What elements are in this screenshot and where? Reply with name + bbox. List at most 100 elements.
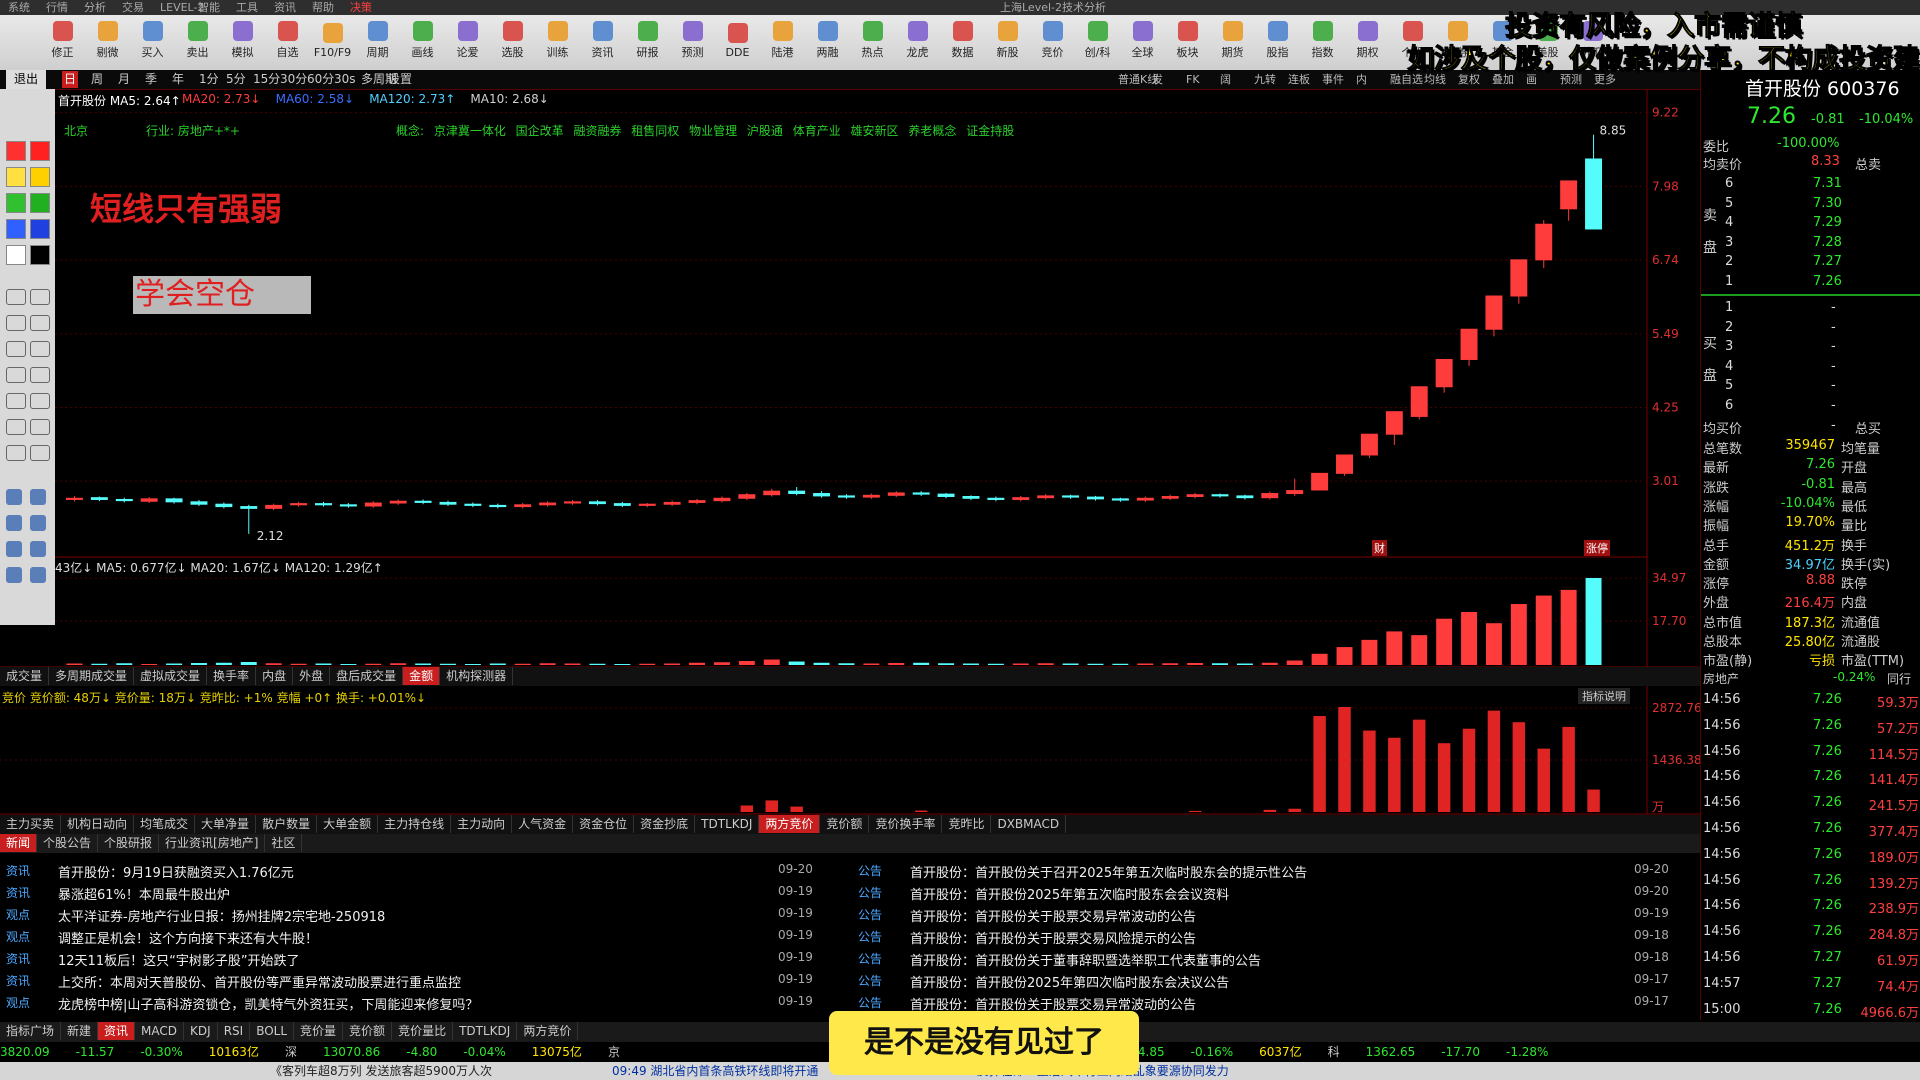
tab[interactable]: 竞价量比 <box>392 1022 454 1040</box>
tab[interactable]: 竞价量 <box>294 1022 344 1040</box>
sector-link[interactable]: 同行 <box>1887 672 1912 686</box>
menu-item[interactable]: 资讯 <box>274 1 296 14</box>
tab[interactable]: 指标广场 <box>0 1022 62 1040</box>
tab[interactable]: 个股公告 <box>37 834 99 852</box>
period-tab[interactable]: 日 <box>62 71 79 88</box>
header-option[interactable]: FK <box>1186 73 1200 86</box>
tool-button[interactable] <box>6 445 26 461</box>
color-swatch[interactable] <box>30 193 50 213</box>
menu-item[interactable]: 交易 <box>122 1 144 14</box>
tool-button[interactable] <box>30 541 46 557</box>
news-tag[interactable]: 资讯 <box>6 952 31 966</box>
indicator-help[interactable]: 指标说明 <box>1578 688 1630 704</box>
header-option[interactable]: 叠加 <box>1492 73 1514 86</box>
news-title[interactable]: 暴涨超61%！本周最牛股出炉 <box>58 888 230 903</box>
news-title[interactable]: 上交所：本周对天普股份、首开股份等严重异常波动股票进行重点监控 <box>58 976 462 991</box>
tool-button[interactable] <box>30 489 46 505</box>
tab[interactable]: 主力买卖 <box>0 815 62 833</box>
tab[interactable]: 资讯 <box>98 1022 136 1040</box>
toolbar-button[interactable]: 周期 <box>355 15 400 60</box>
status-news[interactable]: 09:49 湖北省内首条高铁环线即将开通 <box>612 1064 819 1078</box>
header-option[interactable]: 连板 <box>1288 73 1310 86</box>
period-tab[interactable]: 30s <box>334 72 356 86</box>
toolbar-button[interactable]: 热点 <box>850 15 895 60</box>
period-tab[interactable]: 年 <box>172 72 185 86</box>
tab[interactable]: 资金仓位 <box>573 815 635 833</box>
news-title[interactable]: 首开股份：首开股份2025年第四次临时股东会决议公告 <box>910 976 1230 991</box>
news-tag[interactable]: 观点 <box>6 908 31 922</box>
period-tab[interactable]: 5分 <box>226 72 246 86</box>
menu-item[interactable]: 智能 <box>198 1 220 14</box>
status-news[interactable]: 《客列车超8万列 发送旅客超5900万人次 <box>270 1064 492 1078</box>
tab[interactable]: 大单金额 <box>317 815 379 833</box>
news-tag[interactable]: 资讯 <box>6 864 31 878</box>
tab[interactable]: 行业资讯[房地产] <box>159 834 266 852</box>
menu-item[interactable]: 系统 <box>8 1 30 14</box>
toolbar-button[interactable]: 期货 <box>1210 15 1255 60</box>
color-swatch[interactable] <box>6 167 26 187</box>
news-title[interactable]: 首开股份：首开股份关于董事辞职暨选举职工代表董事的公告 <box>910 954 1262 969</box>
tab[interactable]: 机构探测器 <box>440 667 514 685</box>
tab[interactable]: TDTLKDJ <box>453 1022 518 1040</box>
toolbar-button[interactable]: 两融 <box>805 15 850 60</box>
header-option[interactable]: 阔 <box>1220 73 1231 86</box>
period-tab[interactable]: 设置 <box>388 72 413 86</box>
period-tab[interactable]: 15分 <box>253 72 281 86</box>
color-swatch[interactable] <box>30 245 50 265</box>
toolbar-button[interactable]: 基金 <box>1480 15 1525 60</box>
menu-item[interactable]: 工具 <box>236 1 258 14</box>
tab[interactable]: DXBMACD <box>991 815 1067 833</box>
header-option[interactable]: 发 <box>1152 73 1163 86</box>
tab[interactable]: 竞价额 <box>343 1022 393 1040</box>
tab[interactable]: 成交量 <box>0 667 50 685</box>
menu-item[interactable]: 决策 <box>350 1 372 14</box>
news-title[interactable]: 首开股份：9月19日获融资买入1.76亿元 <box>58 866 294 881</box>
news-tag[interactable]: 资讯 <box>6 974 31 988</box>
tool-button[interactable] <box>6 289 26 305</box>
tab[interactable]: 两方竞价 <box>759 815 821 833</box>
toolbar-button[interactable]: 模拟 <box>220 15 265 60</box>
tool-button[interactable] <box>6 341 26 357</box>
news-title[interactable]: 首开股份：首开股份2025年第五次临时股东会会议资料 <box>910 888 1230 903</box>
toolbar-button[interactable]: 股指 <box>1255 15 1300 60</box>
color-swatch[interactable] <box>6 141 26 161</box>
news-title[interactable]: 首开股份：首开股份关于股票交易异常波动的公告 <box>910 998 1197 1013</box>
tab[interactable]: 多周期成交量 <box>49 667 135 685</box>
news-tag[interactable]: 公告 <box>858 952 883 966</box>
tool-button[interactable] <box>30 289 50 305</box>
tab[interactable]: 社区 <box>265 834 303 852</box>
period-tab[interactable]: 60分 <box>307 72 335 86</box>
toolbar-button[interactable]: 陆港 <box>760 15 805 60</box>
header-option[interactable]: 预测 <box>1560 73 1582 86</box>
news-tag[interactable]: 公告 <box>858 908 883 922</box>
news-tag[interactable]: 观点 <box>6 996 31 1010</box>
tab[interactable]: 资金抄底 <box>634 815 696 833</box>
toolbar-button[interactable]: 美股 <box>1525 15 1570 60</box>
tab[interactable]: 机构日动向 <box>61 815 135 833</box>
toolbar-button[interactable]: DDE <box>715 17 760 59</box>
toolbar-button[interactable]: 卖出 <box>175 15 220 60</box>
toolbar-button[interactable]: 创/科 <box>1075 15 1120 60</box>
toolbar-button[interactable]: 外汇 <box>1570 15 1615 60</box>
toolbar-button[interactable]: 个股 <box>1390 15 1435 60</box>
tool-button[interactable] <box>6 567 22 583</box>
tab[interactable]: 外盘 <box>293 667 331 685</box>
header-option[interactable]: 更多 <box>1594 73 1616 86</box>
tool-button[interactable] <box>6 419 26 435</box>
tab[interactable]: 竞价换手率 <box>869 815 943 833</box>
tab[interactable]: 竞价额 <box>820 815 870 833</box>
news-tag[interactable]: 公告 <box>858 996 883 1010</box>
header-option[interactable]: 均线 <box>1424 73 1446 86</box>
tool-button[interactable] <box>6 315 26 331</box>
toolbar-button[interactable]: 债券 <box>1435 15 1480 60</box>
toolbar-button[interactable]: 预测 <box>670 15 715 60</box>
color-swatch[interactable] <box>30 219 50 239</box>
tab[interactable]: 新建 <box>61 1022 99 1040</box>
toolbar-button[interactable]: 自选 <box>265 15 310 60</box>
toolbar-button[interactable]: 研报 <box>625 15 670 60</box>
tab[interactable]: 金额 <box>403 667 441 685</box>
tab[interactable]: 换手率 <box>207 667 257 685</box>
toolbar-button[interactable]: 选股 <box>490 15 535 60</box>
news-title[interactable]: 太平洋证券-房地产行业日报：扬州挂牌2宗宅地-250918 <box>58 910 386 925</box>
header-option[interactable]: 普通K线 <box>1118 73 1159 86</box>
